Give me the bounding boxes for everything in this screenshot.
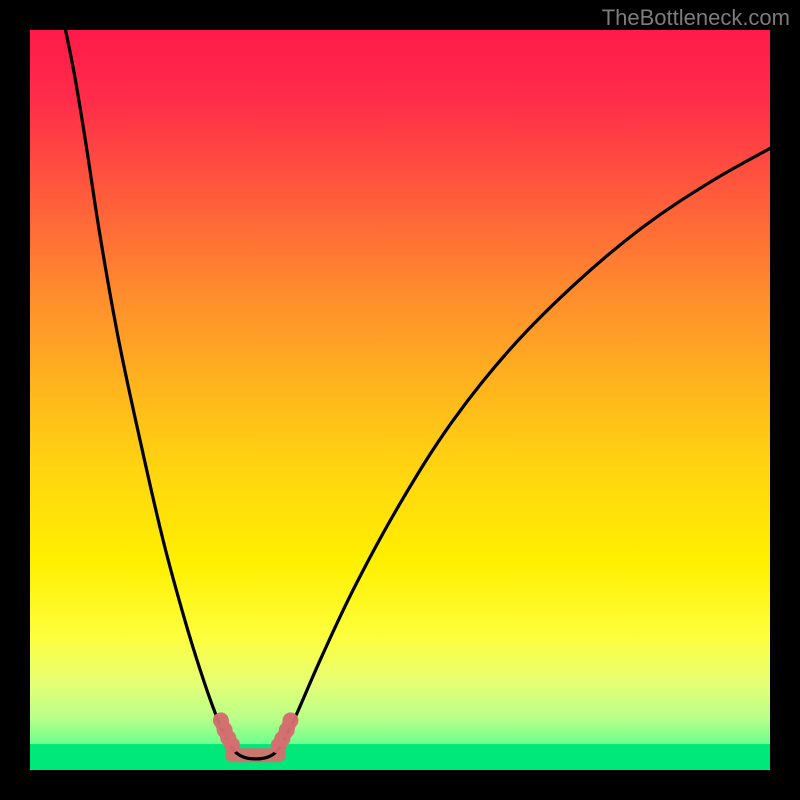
- green-band: [30, 744, 770, 770]
- plot-svg: [30, 30, 770, 770]
- gradient-background: [30, 30, 770, 770]
- highlight-right-marker-3: [282, 712, 298, 728]
- watermark-text: TheBottleneck.com: [602, 5, 790, 31]
- highlight-left-marker-3: [224, 737, 240, 753]
- plot-area: [30, 30, 770, 770]
